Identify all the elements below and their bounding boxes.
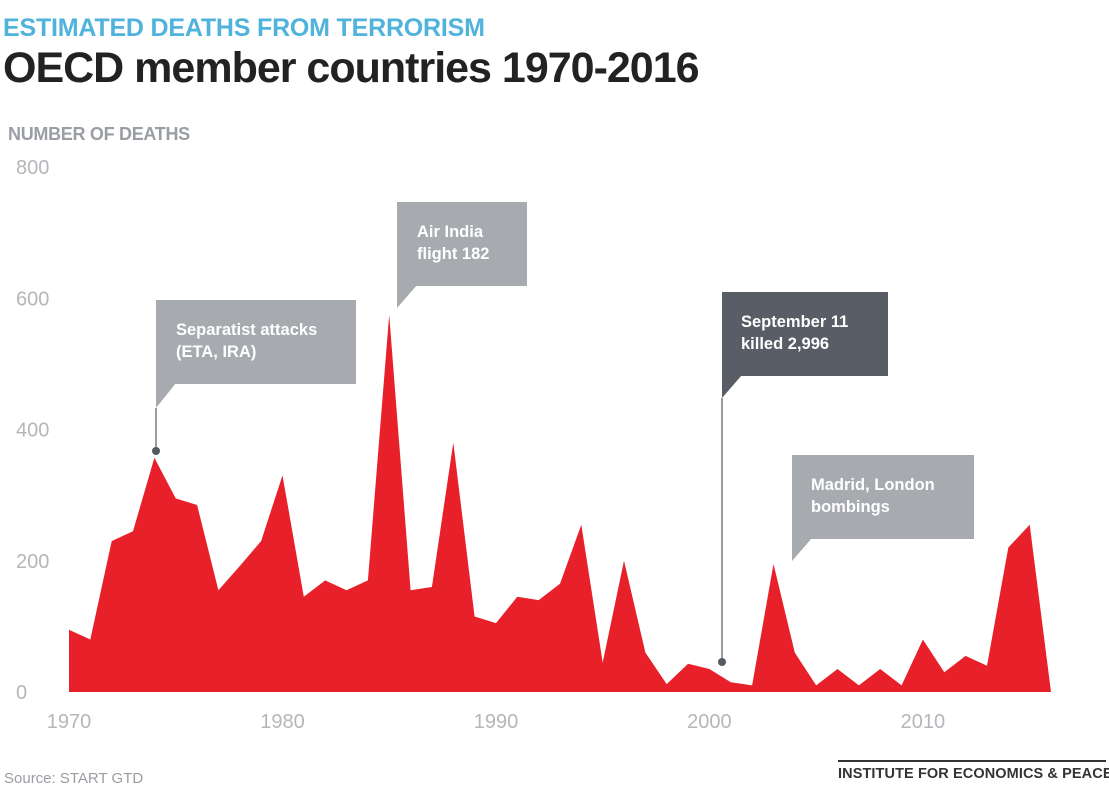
callout-box <box>792 455 974 539</box>
brand-logo: INSTITUTE FOR ECONOMICS & PEACE <box>838 760 1109 782</box>
annotation-text: Air India <box>417 223 484 241</box>
x-tick-label: 2010 <box>901 711 946 733</box>
callout-tail <box>156 383 176 408</box>
y-tick-label: 200 <box>16 551 49 573</box>
annotation-text: Madrid, London <box>811 476 935 494</box>
y-tick-label: 800 <box>16 157 49 179</box>
callout-dot <box>718 658 726 666</box>
y-tick-label: 600 <box>16 288 49 310</box>
y-tick-label: 400 <box>16 420 49 442</box>
callout-tail <box>397 285 417 308</box>
callout-box <box>156 300 356 384</box>
y-axis-ticks: 0 200 400 600 800 <box>16 157 49 704</box>
x-tick-label: 1980 <box>260 711 305 733</box>
annotation-callout: Separatist attacks (ETA, IRA) <box>152 300 356 455</box>
annotation-text: bombings <box>811 498 890 516</box>
chart-kicker: ESTIMATED DEATHS FROM TERRORISM <box>3 14 485 42</box>
brand-text: INSTITUTE FOR ECONOMICS & PEACE <box>838 766 1109 782</box>
callout-tail <box>792 538 812 561</box>
chart-title: OECD member countries 1970-2016 <box>3 44 700 92</box>
source-note: Source: START GTD <box>4 770 144 787</box>
annotations: Separatist attacks (ETA, IRA) Air India fli… <box>152 202 974 666</box>
annotation-callout: Madrid, London bombings <box>792 455 974 561</box>
x-axis-ticks: 1970 1980 1990 2000 2010 <box>47 711 945 733</box>
callout-box <box>397 202 527 286</box>
deaths-area <box>69 314 1051 692</box>
annotation-callout: September 11 killed 2,996 <box>718 292 888 666</box>
annotation-text: September 11 <box>741 313 848 331</box>
x-tick-label: 1990 <box>474 711 519 733</box>
x-tick-label: 1970 <box>47 711 92 733</box>
callout-dot <box>152 447 160 455</box>
annotation-callout: Air India flight 182 <box>397 202 527 308</box>
y-axis-label: NUMBER OF DEATHS <box>8 124 190 144</box>
callout-box <box>722 292 888 376</box>
annotation-text: flight 182 <box>417 245 489 263</box>
x-tick-label: 2000 <box>687 711 732 733</box>
annotation-text: (ETA, IRA) <box>176 343 256 361</box>
annotation-text: killed 2,996 <box>741 335 829 353</box>
callout-tail <box>722 375 742 398</box>
annotation-text: Separatist attacks <box>176 321 317 339</box>
y-tick-label: 0 <box>16 682 27 704</box>
